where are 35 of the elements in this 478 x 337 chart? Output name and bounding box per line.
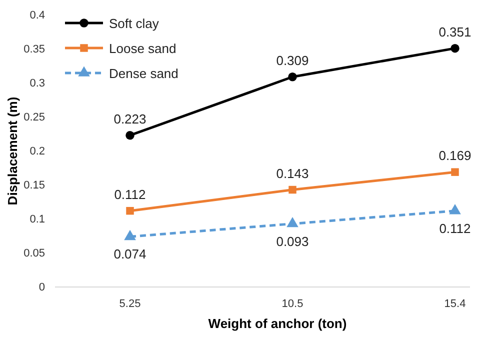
point — [449, 204, 461, 214]
point — [451, 168, 459, 176]
x-tick-label: 5.25 — [119, 298, 141, 310]
y-tick-label: 0.2 — [30, 146, 45, 158]
data-label: 0.093 — [276, 234, 309, 249]
data-label: 0.112 — [114, 186, 146, 202]
point — [124, 230, 136, 240]
y-tick-label: 0.25 — [24, 112, 45, 124]
data-label: 0.143 — [276, 166, 309, 181]
point — [288, 186, 296, 194]
x-tick-label: 15.4 — [444, 298, 466, 310]
legend-label: Loose sand — [109, 41, 176, 56]
y-tick-label: 0.35 — [24, 44, 45, 56]
data-label: 0.169 — [438, 148, 472, 164]
data-label: 0.351 — [438, 24, 472, 40]
x-axis-title: Weight of anchor (ton) — [208, 316, 347, 331]
y-tick-label: 0.3 — [30, 78, 45, 90]
y-tick-label: 0.15 — [24, 180, 45, 192]
data-label: 0.223 — [114, 111, 146, 126]
point — [286, 216, 298, 228]
legend-label: Soft clay — [109, 16, 160, 31]
point — [450, 44, 460, 53]
data-label: 0.112 — [439, 220, 471, 236]
data-label: 0.309 — [276, 52, 309, 68]
y-axis-title: Displacement (m) — [5, 96, 20, 206]
y-tick-label: 0.1 — [30, 214, 45, 226]
point — [288, 72, 297, 82]
x-tick-label: 10.5 — [282, 298, 304, 310]
point — [126, 131, 134, 140]
data-label: 0.074 — [114, 246, 146, 262]
legend-label: Dense sand — [109, 66, 178, 81]
y-tick-label: 0.4 — [30, 10, 45, 22]
y-tick-label: 0.05 — [24, 248, 45, 260]
y-tick-label: 0 — [38, 282, 45, 294]
point — [126, 206, 134, 215]
